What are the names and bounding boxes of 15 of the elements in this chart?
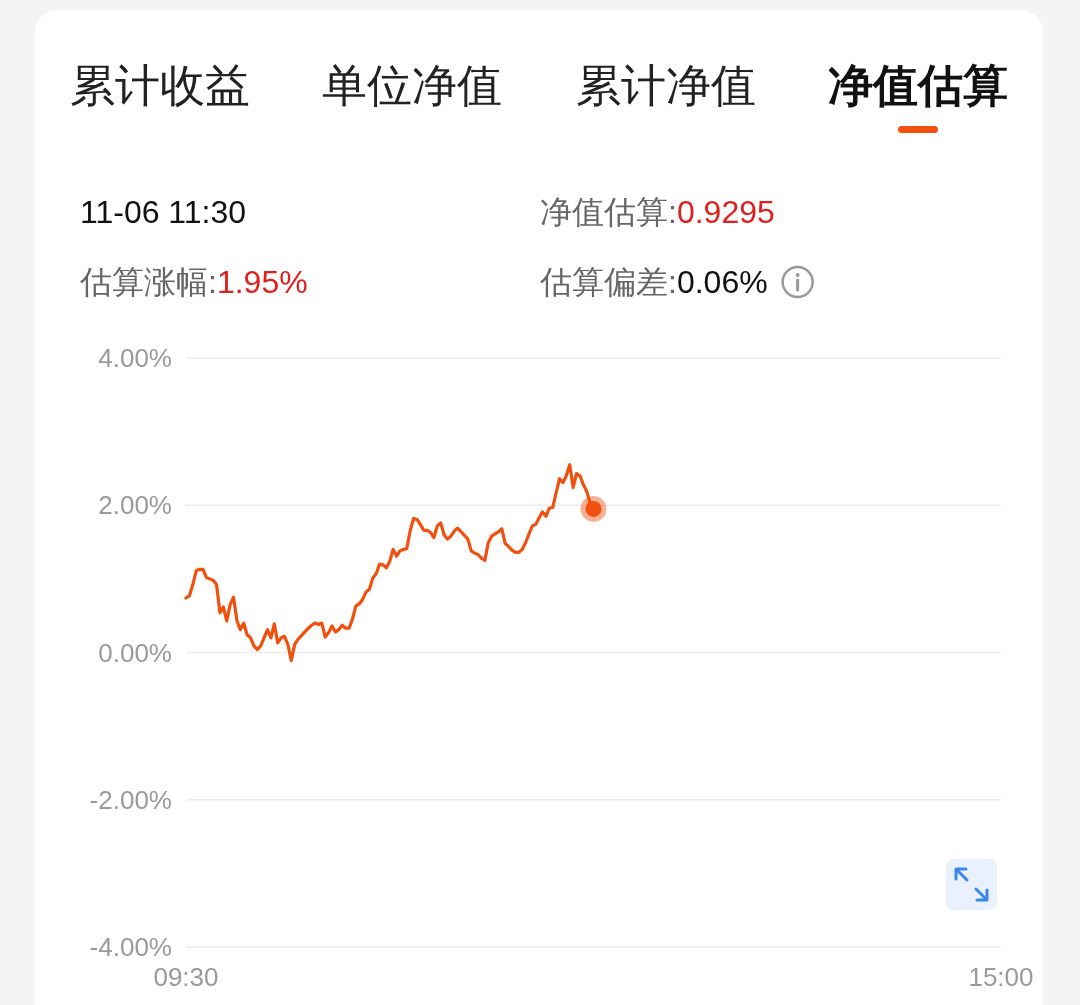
- y-tick-label: -4.00%: [89, 932, 172, 962]
- text: 净值估算:0.9295: [540, 194, 775, 230]
- text: 净值估算: [828, 59, 1008, 111]
- y-tick-label: -2.00%: [89, 784, 172, 815]
- y-tick-label: 4.00%: [98, 343, 172, 373]
- x-tick-label: 09:30: [153, 962, 219, 992]
- x-tick-label: 15:00: [968, 962, 1034, 992]
- y-tick-label: 0.00%: [98, 637, 172, 668]
- text: 单位净值: [322, 59, 502, 111]
- text: 累计净值: [576, 59, 756, 111]
- text: 估算偏差:0.06%: [539, 264, 768, 300]
- y-tick-label: 2.00%: [98, 490, 172, 521]
- text: 11-06 11:30: [80, 194, 247, 230]
- text: 估算涨幅:1.95%: [79, 264, 308, 300]
- text: 累计收益: [70, 59, 250, 111]
